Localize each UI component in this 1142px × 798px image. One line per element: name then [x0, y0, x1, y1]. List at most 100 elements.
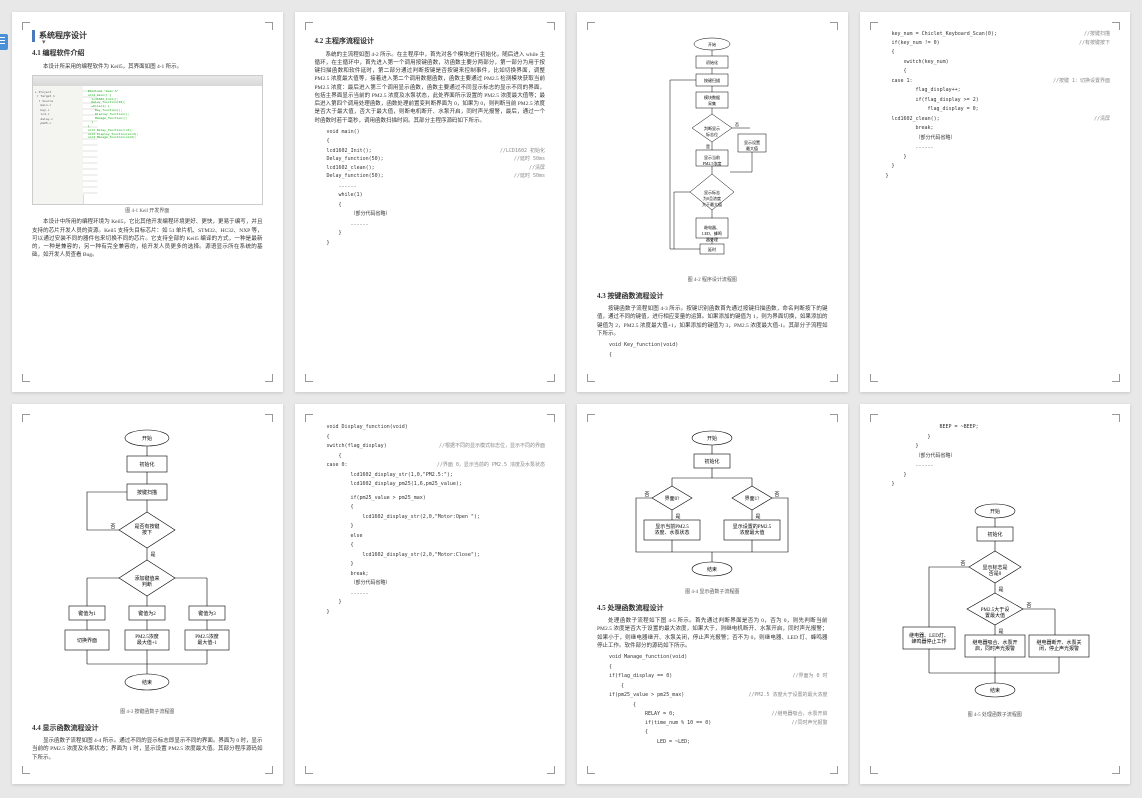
code-left: RELAY = 0; — [645, 711, 675, 719]
code-line: while(1) — [339, 192, 546, 200]
code-left: Delay_function(50); — [327, 156, 384, 164]
page-1: ▾ 系统程序设计 4.1 编程软件介绍 本设计所采用的编程软件为 Keil5，其… — [12, 12, 283, 392]
code-line: BEEP = ~BEEP; — [940, 424, 1111, 432]
subsection-heading: 4.2 主程序流程设计 — [315, 36, 546, 47]
code-line: ...... — [916, 144, 1111, 152]
svg-text:开始: 开始 — [142, 435, 152, 442]
svg-text:否: 否 — [775, 492, 780, 498]
svg-text:否: 否 — [645, 492, 650, 498]
brace: } — [904, 472, 1111, 480]
svg-text:否: 否 — [1026, 603, 1031, 609]
code-comment: //按键 1：切换设置界面 — [1053, 78, 1110, 86]
svg-text:PM2.5浓度最大值-1: PM2.5浓度最大值-1 — [196, 633, 219, 646]
paragraph: 处理函数子流程如下图 4-5 所示。首先通过判断界面是否为 0，否为 0，则先判… — [597, 617, 828, 650]
svg-text:初始化: 初始化 — [987, 531, 1002, 538]
code-comment: //根据不同的显示模式标志位，显示不同的界面 — [439, 443, 545, 451]
code-line: lcd1602_display_str(2,0,"Motor:Close"); — [363, 552, 546, 560]
ide-code-pane: #include "main.h"void main() { lcd1602_I… — [88, 90, 258, 141]
svg-text:界面0?: 界面0? — [665, 496, 681, 502]
code-comment: //清屏 — [529, 165, 545, 173]
code-line: void main() — [327, 129, 546, 137]
code-left: if(flag_display == 0) — [609, 673, 672, 681]
code-comment: //界面为 0 时 — [792, 673, 827, 681]
svg-text:按键扫描: 按键扫描 — [137, 489, 157, 496]
svg-text:切换界面: 切换界面 — [77, 637, 97, 644]
brace: { — [633, 702, 828, 710]
code-omit: （部分代码省略） — [916, 453, 1111, 461]
manage-flowchart: 开始 初始化 显示标志是否是0 否是 继电器、LED灯、蜂鸣器停止工作 PM2.… — [895, 501, 1095, 706]
brace: } — [327, 609, 546, 617]
collapse-toggle-icon[interactable]: ▾ — [42, 37, 46, 48]
svg-text:开始: 开始 — [707, 435, 717, 442]
paragraph: 按键函数子流程如图 4-3 所示。按键识别函数首先通过按键扫描函数，命名判断按下… — [597, 305, 828, 338]
svg-text:是: 是 — [998, 629, 1003, 635]
page-8: BEEP = ~BEEP; } } （部分代码省略） ...... } } 开始… — [860, 404, 1131, 784]
key-flowchart: 开始 初始化 按键扫描 是否有按键按下 否 是 添加键值来判断 键值为1 键值为… — [47, 428, 247, 703]
code-line: ...... — [351, 221, 546, 229]
code-left: case 1: — [892, 78, 913, 86]
code-comment: //按键扫描 — [1084, 31, 1110, 39]
svg-text:否: 否 — [111, 524, 116, 530]
svg-text:结束: 结束 — [707, 566, 717, 573]
brace: } — [351, 561, 546, 569]
page-grid: ▾ 系统程序设计 4.1 编程软件介绍 本设计所采用的编程软件为 Keil5，其… — [12, 12, 1130, 784]
brace: { — [892, 49, 1111, 57]
code-line: else — [351, 533, 546, 541]
brace: } — [339, 599, 546, 607]
page-3: 开始 初始化 按键扫描 模块数据采集 判断显示标志位 否 是 显示设置最大值 显… — [577, 12, 848, 392]
code-line: ...... — [351, 590, 546, 598]
code-comment: //清屏 — [1094, 116, 1110, 124]
figure-caption: 图 4-3 按键函数子流程图 — [32, 709, 263, 717]
code-comment: //LCD1602 初始化 — [500, 148, 545, 156]
brace: } — [351, 523, 546, 531]
main-flowchart: 开始 初始化 按键扫描 模块数据采集 判断显示标志位 否 是 显示设置最大值 显… — [652, 36, 772, 271]
brace: { — [351, 542, 546, 550]
brace: } — [904, 154, 1111, 162]
svg-text:继电器吸合、水泵开启，同时声光报警: 继电器吸合、水泵开启，同时声光报警 — [972, 639, 1017, 652]
svg-text:是: 是 — [998, 587, 1003, 593]
brace: } — [327, 240, 546, 248]
code-left: lcd1602_clean(); — [327, 165, 375, 173]
svg-text:开始: 开始 — [708, 41, 716, 47]
brace: { — [609, 664, 828, 672]
code-line: lcd1602_display_str(2,0,"Motor:Open "); — [363, 514, 546, 522]
svg-text:键值为2: 键值为2 — [138, 610, 156, 617]
code-line: ...... — [339, 183, 546, 191]
paragraph: 本设计中所用的编程环境为 Keil5，它比其他开发编程环境更好、更快，更易于编写… — [32, 218, 263, 259]
code-comment: //有按键按下 — [1079, 40, 1110, 48]
code-comment: //延时 50ms — [514, 156, 545, 164]
paragraph: 本设计所采用的编程软件为 Keil5，其界面如图 4-1 所示。 — [32, 63, 263, 71]
code-line: ...... — [916, 462, 1111, 470]
ide-file-tree: ▸ Project ▾ Target 1 ▾ Source main.c key… — [35, 90, 81, 126]
code-left: if(key_num != 0) — [892, 40, 940, 48]
code-omit: （部分代码省略） — [351, 580, 546, 588]
code-left: if(time_num % 10 == 0) — [645, 720, 711, 728]
code-omit: （部分代码省略） — [916, 135, 1111, 143]
code-line: if(pm25_value > pm25_max) — [351, 495, 546, 503]
code-line: lcd1602_display_pm25(1,6,pm25_value); — [351, 481, 546, 489]
document-icon — [0, 34, 8, 50]
svg-text:否: 否 — [735, 122, 739, 127]
code-line: if(flag_display >= 2) — [916, 97, 1111, 105]
code-left: case 0: — [327, 462, 348, 470]
code-line: break; — [916, 125, 1111, 133]
code-line: flag_display++; — [916, 87, 1111, 95]
brace: } — [892, 481, 1111, 489]
svg-text:初始化: 初始化 — [140, 461, 155, 468]
brace: } — [892, 163, 1111, 171]
svg-text:按键扫描: 按键扫描 — [704, 77, 720, 83]
svg-text:是: 是 — [706, 143, 710, 149]
svg-text:键值为1: 键值为1 — [78, 610, 96, 617]
brace: { — [645, 729, 828, 737]
brace: { — [621, 683, 828, 691]
code-comment: //延时 50ms — [514, 173, 545, 181]
code-left: switch(flag_display) — [327, 443, 387, 451]
svg-text:继电器断开、水泵关闭，停止声光报警: 继电器断开、水泵关闭，停止声光报警 — [1036, 639, 1081, 652]
svg-text:延时: 延时 — [708, 246, 716, 252]
code-comment: //PM2.5 浓度大于设置的最大浓度 — [748, 692, 827, 700]
svg-text:继电器、LED灯、蜂鸣器停止工作: 继电器、LED灯、蜂鸣器停止工作 — [909, 632, 949, 645]
svg-text:显示标志为0且浓度大于最大值: 显示标志为0且浓度大于最大值 — [702, 189, 722, 207]
code-left: Delay_function(50); — [327, 173, 384, 181]
svg-text:键值为3: 键值为3 — [198, 610, 216, 617]
page-6: void Display_function(void) { switch(fla… — [295, 404, 566, 784]
